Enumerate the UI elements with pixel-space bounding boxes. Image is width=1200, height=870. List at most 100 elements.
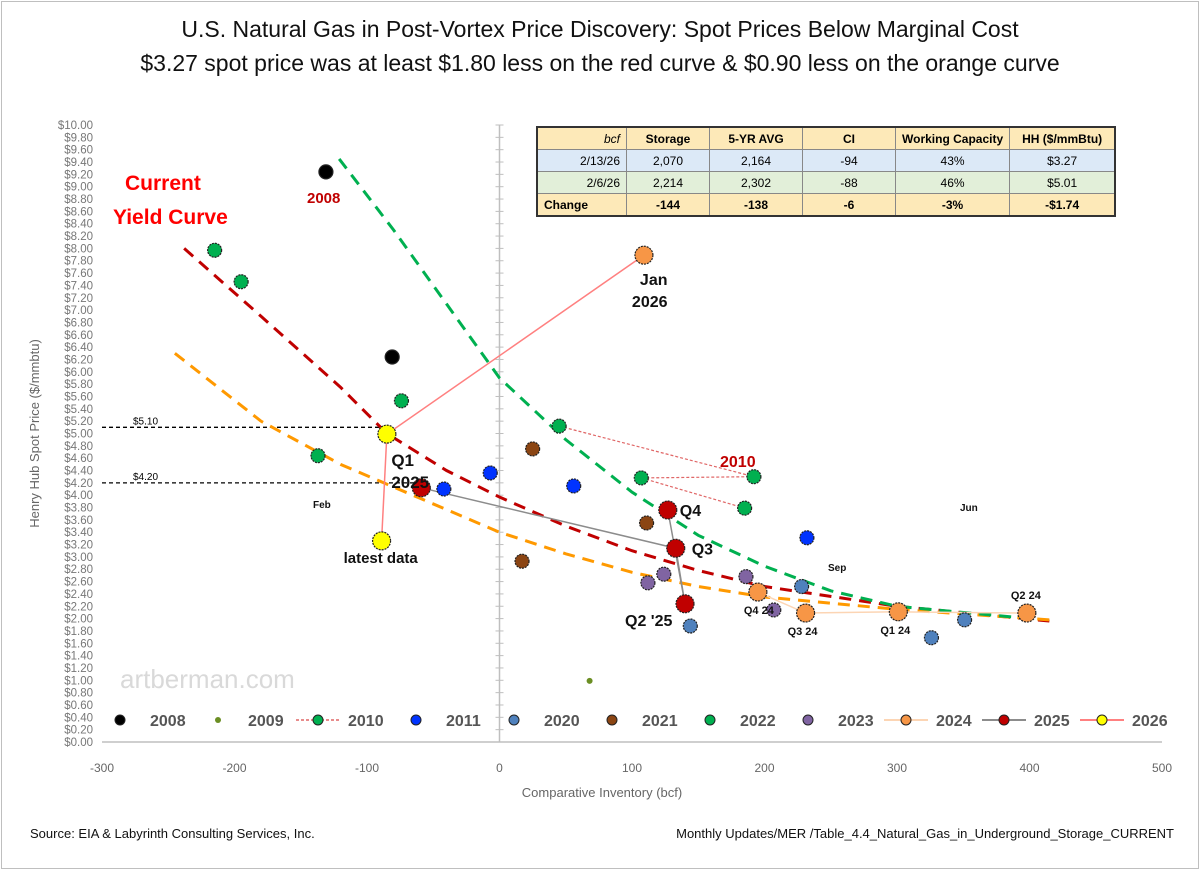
x-tick-label: -100	[355, 761, 379, 775]
annotation: Jun	[960, 503, 978, 514]
legend-marker-2022	[704, 714, 716, 726]
legend-marker-2008	[114, 714, 126, 726]
table-cell: -3%	[894, 193, 1011, 217]
y-tick-label: $1.40	[64, 651, 93, 663]
point-label: Q4 24	[744, 605, 775, 617]
legend-label: 2021	[642, 713, 678, 730]
data-point-2024	[795, 603, 816, 623]
y-tick-label: $9.00	[64, 182, 93, 194]
y-tick-label: $10.00	[58, 120, 93, 132]
legend-label: 2024	[936, 713, 972, 730]
point-label: 2025	[391, 473, 429, 492]
data-point-2023	[656, 566, 672, 582]
x-tick-label: 200	[754, 761, 774, 775]
legend-marker-2023	[802, 714, 814, 726]
y-tick-label: $3.60	[64, 515, 93, 527]
y-tick-label: $8.20	[64, 231, 93, 243]
data-point-2008	[384, 349, 400, 365]
x-tick-label: 500	[1152, 761, 1172, 775]
table-cell: 2,070	[626, 149, 710, 172]
y-tick-label: $7.80	[64, 256, 93, 268]
y-tick-label: $0.00	[64, 737, 93, 749]
annotation: 2008	[307, 190, 340, 207]
y-tick-label: $6.80	[64, 317, 93, 329]
y-tick-label: $5.20	[64, 416, 93, 428]
storage-summary-table: bcf Storage 5-YR AVG CI Working Capacity…	[536, 126, 1117, 217]
y-tick-label: $3.00	[64, 552, 93, 564]
legend-label: 2020	[544, 713, 580, 730]
y-tick-label: $1.00	[64, 675, 93, 687]
legend-marker-2011	[410, 714, 422, 726]
y-axis-title: Henry Hub Spot Price ($/mmbtu)	[27, 339, 42, 528]
y-tick-label: $7.40	[64, 280, 93, 292]
y-tick-label: $0.20	[64, 725, 93, 737]
point-label: Q4	[680, 503, 701, 520]
table-cell: Change	[536, 193, 627, 217]
table-cell: 2/13/26	[536, 149, 627, 172]
point-label: Q1 24	[880, 625, 911, 637]
table-cell: 2/6/26	[536, 171, 627, 194]
data-point-2020	[956, 612, 973, 628]
y-tick-label: $4.80	[64, 441, 93, 453]
legend-marker-2024	[900, 714, 912, 726]
y-tick-label: $2.60	[64, 577, 93, 589]
y-tick-label: $8.40	[64, 219, 93, 231]
data-point-2026	[377, 424, 397, 444]
y-tick-label: $0.40	[64, 712, 93, 724]
reference-line-label: $5.10	[133, 416, 158, 427]
point-label: Q3	[692, 541, 713, 558]
annotation: 2010	[720, 454, 756, 471]
y-tick-label: $6.40	[64, 342, 93, 354]
y-tick-label: $0.60	[64, 700, 93, 712]
annotation: Sep	[828, 563, 846, 574]
data-point-2010	[746, 469, 762, 485]
data-point-2022	[207, 242, 223, 258]
y-tick-label: $1.60	[64, 638, 93, 650]
data-point-2023	[640, 575, 656, 591]
point-label: Q3 24	[788, 626, 819, 638]
x-tick-label: 400	[1019, 761, 1039, 775]
legend-label: 2022	[740, 713, 776, 730]
y-tick-label: $3.80	[64, 503, 93, 515]
table-cell: -6	[802, 193, 896, 217]
table-cell: -94	[802, 149, 896, 172]
legend-label: 2010	[348, 713, 384, 730]
y-tick-label: $7.20	[64, 293, 93, 305]
data-point-2024	[1017, 603, 1037, 623]
table-cell: 43%	[894, 149, 1011, 172]
data-point-2022	[393, 393, 410, 409]
table-cell: -138	[709, 193, 803, 217]
legend-label: 2008	[150, 713, 186, 730]
yield-curve	[173, 352, 1050, 622]
data-point-2025	[666, 538, 686, 558]
point-label: latest data	[344, 550, 419, 567]
table-cell: -$1.74	[1009, 193, 1116, 217]
y-tick-label: $5.40	[64, 404, 93, 416]
y-tick-label: $2.80	[64, 564, 93, 576]
data-point-2025	[411, 478, 431, 498]
annotation: Yield Curve	[113, 206, 228, 229]
data-point-2011	[566, 478, 582, 494]
y-tick-label: $0.80	[64, 688, 93, 700]
data-point-2021	[514, 553, 530, 569]
data-point-2020	[793, 578, 810, 595]
data-point-2020	[923, 630, 940, 646]
y-tick-label: $9.40	[64, 157, 93, 169]
point-label: Q2 24	[1011, 590, 1042, 602]
table-cell: -144	[626, 193, 710, 217]
x-tick-label: 0	[496, 761, 503, 775]
y-tick-label: $5.60	[64, 391, 93, 403]
x-tick-label: 300	[887, 761, 907, 775]
x-tick-label: 100	[622, 761, 642, 775]
annotation: Feb	[313, 500, 331, 511]
legend-marker-2009	[215, 717, 221, 723]
legend-marker-2020	[508, 714, 520, 726]
chart-title: U.S. Natural Gas in Post-Vortex Price Di…	[181, 16, 1019, 42]
data-point-2025	[658, 500, 678, 520]
y-tick-label: $6.20	[64, 354, 93, 366]
yield-curve	[337, 158, 1030, 621]
data-point-2009	[586, 677, 593, 684]
y-tick-label: $6.00	[64, 367, 93, 379]
y-tick-label: $4.20	[64, 478, 93, 490]
